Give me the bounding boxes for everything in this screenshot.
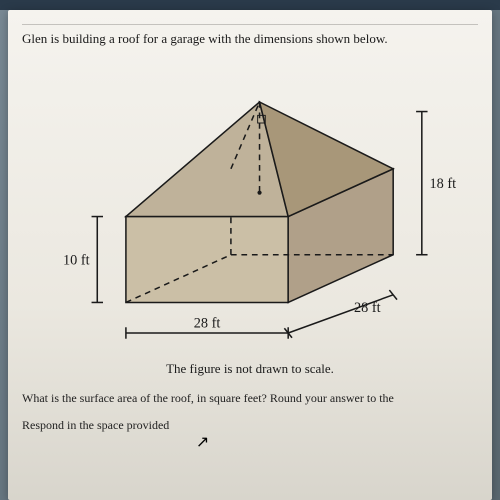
figure-container: 10 ft 18 ft 28 ft 28 ft bbox=[22, 57, 478, 357]
garage-figure: 10 ft 18 ft 28 ft 28 ft bbox=[40, 57, 460, 357]
window-topbar bbox=[0, 0, 500, 10]
svg-text:10 ft: 10 ft bbox=[63, 252, 90, 268]
svg-text:28 ft: 28 ft bbox=[194, 315, 221, 331]
worksheet-paper: Glen is building a roof for a garage wit… bbox=[8, 10, 492, 500]
respond-text: Respond in the space provided bbox=[22, 418, 478, 433]
question-text: What is the surface area of the roof, in… bbox=[22, 391, 478, 406]
figure-caption: The figure is not drawn to scale. bbox=[22, 361, 478, 377]
svg-text:28 ft: 28 ft bbox=[354, 300, 381, 316]
svg-text:18 ft: 18 ft bbox=[429, 176, 456, 192]
problem-intro: Glen is building a roof for a garage wit… bbox=[22, 24, 478, 47]
